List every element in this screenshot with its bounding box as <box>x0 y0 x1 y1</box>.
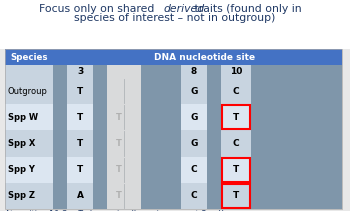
Bar <box>222 158 250 182</box>
Bar <box>67 130 93 157</box>
Bar <box>141 104 181 130</box>
Bar <box>181 104 207 130</box>
Bar <box>5 130 53 157</box>
Bar <box>107 157 141 183</box>
Bar <box>5 49 342 211</box>
Text: 3: 3 <box>77 67 83 76</box>
Text: T: T <box>77 87 83 96</box>
Bar <box>141 65 181 78</box>
Bar <box>141 78 181 104</box>
Bar <box>222 105 250 129</box>
Bar <box>93 104 107 130</box>
Text: A: A <box>77 191 84 200</box>
Bar <box>181 78 207 104</box>
Text: T: T <box>77 113 83 122</box>
Bar <box>251 104 342 130</box>
Bar <box>53 130 67 157</box>
Text: Spp Y: Spp Y <box>8 165 35 174</box>
Bar <box>251 78 342 104</box>
Text: 8: 8 <box>191 67 197 76</box>
Bar <box>207 183 221 209</box>
Text: C: C <box>191 191 197 200</box>
Text: T: T <box>116 113 122 122</box>
Bar <box>207 104 221 130</box>
Bar <box>93 78 107 104</box>
Text: G: G <box>190 87 198 96</box>
Bar <box>5 104 53 130</box>
Text: Species: Species <box>10 53 48 61</box>
Bar <box>221 183 251 209</box>
Bar <box>5 49 342 209</box>
Bar <box>141 130 181 157</box>
Bar <box>251 130 342 157</box>
Bar <box>251 183 342 209</box>
Text: Outgroup: Outgroup <box>8 87 48 96</box>
Text: T: T <box>116 165 122 174</box>
Bar <box>67 157 93 183</box>
Bar <box>207 130 221 157</box>
Text: C: C <box>191 165 197 174</box>
Bar <box>53 78 67 104</box>
Text: Focus only on shared: Focus only on shared <box>39 4 158 14</box>
Bar <box>222 184 250 208</box>
Bar <box>67 78 93 104</box>
Text: T: T <box>116 191 122 200</box>
Bar <box>221 104 251 130</box>
Bar <box>221 130 251 157</box>
Bar <box>93 157 107 183</box>
Bar <box>5 157 53 183</box>
Bar <box>5 183 53 209</box>
Bar <box>107 183 141 209</box>
Bar <box>53 157 67 183</box>
Bar <box>5 49 342 65</box>
Text: At position 10 C → T change in all species, except Spp X.: At position 10 C → T change in all speci… <box>5 210 226 211</box>
Bar <box>53 183 67 209</box>
Bar <box>53 104 67 130</box>
Text: T: T <box>77 139 83 148</box>
Bar <box>207 78 221 104</box>
Text: T: T <box>233 113 239 122</box>
Text: T: T <box>77 165 83 174</box>
Bar <box>221 157 251 183</box>
Text: 10: 10 <box>230 67 242 76</box>
Bar <box>107 65 141 78</box>
Text: T: T <box>233 191 239 200</box>
Bar <box>141 157 181 183</box>
Bar <box>181 130 207 157</box>
Bar <box>107 104 141 130</box>
Bar <box>251 65 342 78</box>
Bar <box>107 130 141 157</box>
Bar <box>207 65 221 78</box>
Text: derived: derived <box>163 4 204 14</box>
Text: G: G <box>190 139 198 148</box>
Text: Spp W: Spp W <box>8 113 38 122</box>
Bar <box>0 0 350 49</box>
Bar <box>93 65 107 78</box>
Bar <box>53 65 67 78</box>
Text: T: T <box>116 139 122 148</box>
Text: Spp Z: Spp Z <box>8 191 35 200</box>
Bar <box>181 157 207 183</box>
Bar <box>93 183 107 209</box>
Bar <box>141 183 181 209</box>
Bar <box>93 130 107 157</box>
Bar <box>251 157 342 183</box>
Bar <box>207 157 221 183</box>
Text: C: C <box>233 139 239 148</box>
Bar <box>181 183 207 209</box>
Text: T: T <box>233 165 239 174</box>
Text: G: G <box>190 113 198 122</box>
Text: C: C <box>233 87 239 96</box>
Bar <box>67 183 93 209</box>
Text: DNA nucleotide site: DNA nucleotide site <box>154 53 255 61</box>
Bar <box>5 78 53 104</box>
Text: species of interest – not in outgroup): species of interest – not in outgroup) <box>74 13 276 23</box>
Text: traits (found only in: traits (found only in <box>191 4 302 14</box>
Bar <box>221 78 251 104</box>
Text: Spp X: Spp X <box>8 139 35 148</box>
Bar <box>5 65 342 78</box>
Bar <box>107 78 141 104</box>
Bar <box>67 104 93 130</box>
